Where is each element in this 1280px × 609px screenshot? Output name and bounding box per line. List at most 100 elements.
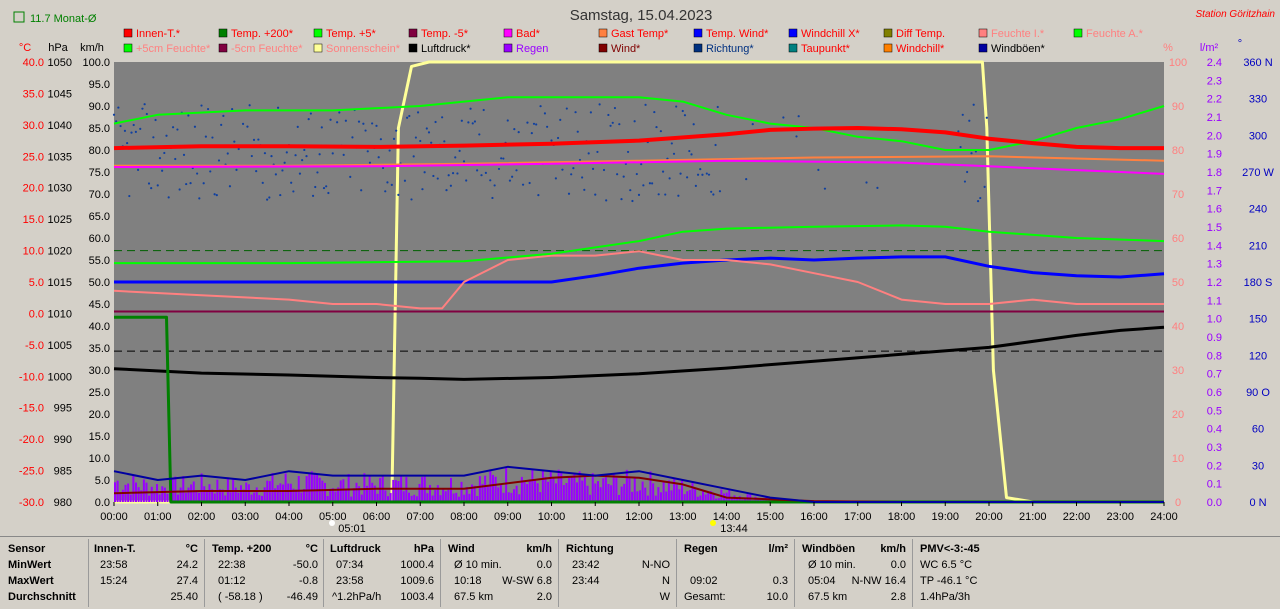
gust-bar	[245, 482, 248, 502]
stats-regen-column: Regen l/m² 09:02 0.3 Gesamt: 10.0	[684, 541, 788, 605]
stats-max-label: MaxWert	[8, 575, 54, 587]
legend-label: Feuchte A.*	[1086, 28, 1144, 40]
gust-bar	[670, 490, 673, 502]
series-line-windb-en-	[113, 465, 1164, 503]
gust-bar	[213, 493, 216, 502]
direction-dot	[441, 116, 444, 119]
sunset-time: 13:44	[720, 523, 748, 535]
pressure-tick-label: 980	[54, 497, 72, 509]
gust-bar	[205, 491, 208, 502]
pressure-tick-label: 985	[54, 466, 72, 478]
gust-bar	[557, 469, 560, 502]
direction-dot	[397, 193, 400, 197]
series-line-feuchte-a-	[113, 96, 1165, 151]
gust-bar	[324, 482, 326, 502]
direction-dot	[408, 114, 411, 118]
gust-bar	[310, 471, 313, 502]
pct-tick-label: 50	[1172, 277, 1184, 289]
stats-regen-max-time: 09:02	[690, 575, 718, 587]
gust-bar	[198, 492, 200, 502]
temp-tick-label: -25.0	[19, 466, 44, 478]
x-tick-label: 16:00	[800, 511, 828, 523]
x-tick-label: 14:00	[713, 511, 741, 523]
pct-tick-label: 30	[1172, 365, 1184, 377]
direction-dot	[342, 153, 345, 156]
dir-tick-label: 60	[1252, 424, 1264, 436]
gust-bar	[484, 475, 487, 502]
gust-bar	[712, 494, 715, 502]
pct-tick-label: 0	[1175, 497, 1181, 509]
direction-dot	[567, 192, 571, 195]
gust-bar	[242, 489, 245, 502]
wind-axis-unit: km/h	[80, 42, 104, 54]
rain-tick-label: 0.8	[1207, 350, 1222, 362]
direction-dot	[550, 139, 553, 142]
direction-dot	[559, 118, 562, 121]
direction-dot	[419, 139, 422, 143]
gust-bar	[589, 494, 592, 502]
stats-windboeen-avg: 2.8	[890, 591, 906, 603]
direction-dot	[718, 190, 722, 193]
series-line-bad-	[113, 159, 1165, 175]
direction-dot	[136, 168, 140, 171]
direction-dot	[198, 197, 201, 200]
legend-swatch	[693, 43, 703, 53]
direction-dot	[701, 173, 704, 176]
gust-bar	[434, 490, 437, 502]
gust-bar	[520, 476, 523, 502]
rain-tick-label: 0.6	[1207, 387, 1222, 399]
direction-dot	[292, 190, 295, 193]
direction-dot	[211, 136, 214, 139]
temp-tick-label: 15.0	[23, 214, 44, 226]
direction-dot	[797, 115, 800, 118]
gust-bar	[345, 490, 347, 502]
direction-dot	[311, 194, 315, 197]
direction-dot	[237, 147, 240, 151]
x-tick-label: 18:00	[888, 511, 916, 523]
stats-regen-header: Regen	[684, 543, 718, 555]
monthly-avg-checkbox[interactable]	[13, 11, 25, 23]
gust-bar	[171, 477, 174, 502]
weather-chart: 00:00 01:00 02:00 03:00 04:00 05:00 06:00 07:00…	[13, 7, 1276, 535]
gust-bar	[153, 492, 156, 502]
stats-sensor-column: Sensor MinWert MaxWert Durchschnitt	[8, 541, 86, 605]
direction-dot	[123, 129, 127, 132]
direction-dot	[185, 182, 188, 186]
wind-tick-label: 80.0	[89, 145, 110, 157]
temp-tick-label: 25.0	[23, 151, 44, 163]
gust-bar	[258, 495, 261, 502]
gust-bar	[413, 494, 416, 502]
wind-tick-label: 75.0	[89, 167, 110, 179]
rain-tick-label: 1.3	[1207, 259, 1222, 271]
direction-dot	[985, 116, 988, 119]
direction-dot	[327, 191, 330, 195]
gust-bar	[463, 494, 466, 502]
direction-dot	[368, 161, 372, 164]
gust-bar	[657, 487, 660, 502]
direction-dot	[611, 121, 614, 124]
gust-bar	[447, 489, 450, 502]
direction-dot	[677, 194, 680, 197]
gust-bar	[610, 485, 613, 502]
gust-bar	[455, 492, 458, 502]
direction-dot	[959, 145, 962, 149]
rain-tick-label: 1.4	[1207, 240, 1222, 252]
stats-wind-unit: km/h	[526, 543, 552, 555]
legend-swatch	[788, 28, 798, 38]
stats-wind-header: Wind	[448, 543, 475, 555]
direction-dot	[392, 137, 396, 140]
gust-bar	[644, 487, 647, 502]
direction-dot	[688, 149, 691, 153]
legend-swatch	[978, 43, 988, 53]
gust-bar	[633, 477, 636, 502]
direction-dot	[215, 194, 218, 197]
gust-bar	[494, 476, 497, 502]
direction-dot	[699, 168, 702, 171]
direction-dot	[112, 113, 116, 116]
gust-bar	[578, 471, 581, 502]
direction-dot	[202, 182, 205, 185]
direction-dot	[176, 128, 179, 131]
direction-dot	[543, 112, 547, 115]
gust-bar	[426, 493, 429, 502]
gust-bar	[688, 490, 691, 502]
